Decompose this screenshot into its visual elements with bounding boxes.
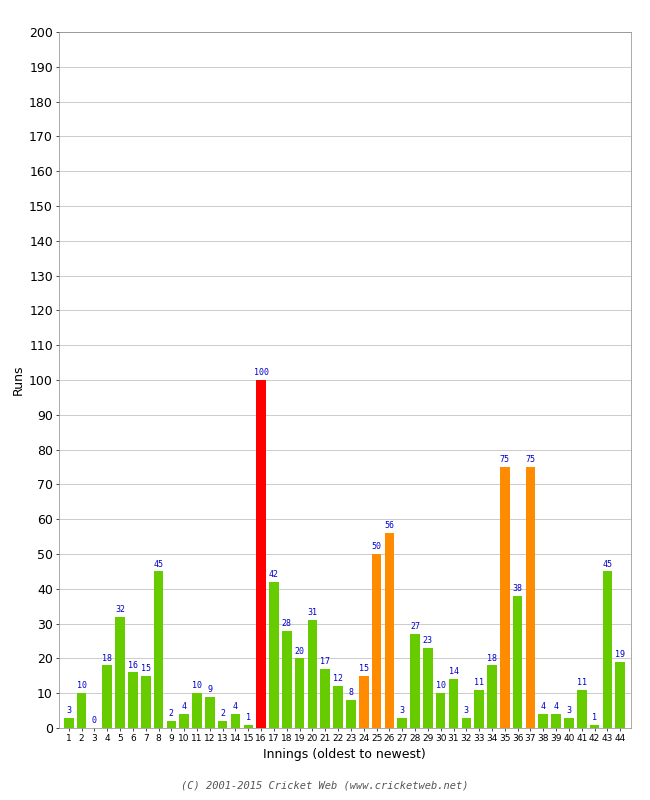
Bar [616,662,625,728]
Bar [603,571,612,728]
Text: 17: 17 [320,657,330,666]
Text: 8: 8 [348,688,354,698]
Bar [166,721,176,728]
Text: 16: 16 [128,661,138,670]
Text: 11: 11 [577,678,587,687]
Text: 4: 4 [554,702,558,711]
Text: 1: 1 [246,713,251,722]
Text: 3: 3 [464,706,469,714]
Text: 0: 0 [92,716,97,726]
Bar [590,725,599,728]
Bar [564,718,574,728]
Y-axis label: Runs: Runs [12,365,25,395]
Bar [307,620,317,728]
Bar [346,700,356,728]
Bar [320,669,330,728]
Text: 9: 9 [207,685,213,694]
Bar [488,666,497,728]
Bar [231,714,240,728]
Text: 2: 2 [169,710,174,718]
Bar [205,697,214,728]
Bar [436,693,445,728]
Bar [577,690,586,728]
Text: 12: 12 [333,674,343,683]
Bar [192,693,202,728]
Bar [333,686,343,728]
Bar [128,672,138,728]
Bar [295,658,304,728]
Text: 4: 4 [233,702,238,711]
Bar [218,721,227,728]
Bar [154,571,163,728]
Text: 38: 38 [513,584,523,593]
Text: 10: 10 [192,682,202,690]
Text: 18: 18 [487,654,497,662]
Text: 45: 45 [603,560,612,569]
Bar [448,679,458,728]
Text: 14: 14 [448,667,458,677]
Text: 23: 23 [423,636,433,645]
Bar [141,676,151,728]
Text: 3: 3 [566,706,571,714]
Text: 31: 31 [307,608,317,618]
Text: 32: 32 [115,605,125,614]
Bar [551,714,561,728]
Text: 4: 4 [541,702,546,711]
Text: 27: 27 [410,622,420,631]
Bar [513,596,523,728]
Bar [256,380,266,728]
Bar [500,467,510,728]
Bar [372,554,382,728]
Bar [423,648,433,728]
Bar [115,617,125,728]
Bar [64,718,73,728]
Bar [179,714,189,728]
Bar [359,676,369,728]
Bar [282,630,292,728]
Text: 100: 100 [254,368,268,378]
Text: 15: 15 [359,664,369,673]
Text: 1: 1 [592,713,597,722]
Text: (C) 2001-2015 Cricket Web (www.cricketweb.net): (C) 2001-2015 Cricket Web (www.cricketwe… [181,781,469,790]
Bar [462,718,471,728]
Bar [397,718,407,728]
X-axis label: Innings (oldest to newest): Innings (oldest to newest) [263,748,426,761]
Text: 20: 20 [294,646,305,656]
Text: 10: 10 [77,682,86,690]
Bar [269,582,279,728]
Text: 56: 56 [384,522,395,530]
Text: 19: 19 [616,650,625,659]
Text: 15: 15 [140,664,151,673]
Bar [526,467,535,728]
Text: 18: 18 [102,654,112,662]
Bar [77,693,86,728]
Text: 28: 28 [282,618,292,628]
Text: 2: 2 [220,710,225,718]
Bar [474,690,484,728]
Bar [103,666,112,728]
Text: 45: 45 [153,560,164,569]
Text: 42: 42 [269,570,279,579]
Bar [385,533,394,728]
Text: 11: 11 [474,678,484,687]
Text: 10: 10 [436,682,446,690]
Text: 3: 3 [66,706,72,714]
Text: 3: 3 [400,706,405,714]
Text: 50: 50 [372,542,382,551]
Bar [410,634,420,728]
Bar [244,725,253,728]
Text: 75: 75 [500,455,510,464]
Bar [538,714,548,728]
Text: 4: 4 [182,702,187,711]
Text: 75: 75 [525,455,536,464]
